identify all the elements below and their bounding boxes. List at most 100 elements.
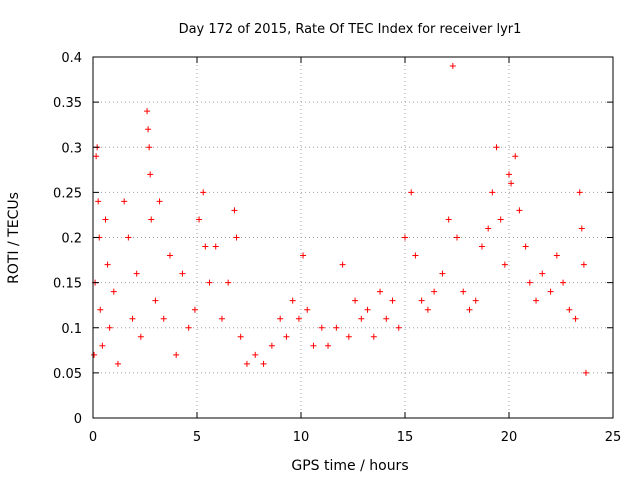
data-point (268, 342, 275, 349)
data-point (102, 216, 109, 223)
data-point (260, 360, 267, 367)
data-point (160, 315, 167, 322)
data-point (412, 252, 419, 259)
data-point (191, 306, 198, 313)
data-point (493, 144, 500, 151)
data-point (449, 63, 456, 70)
data-point (576, 189, 583, 196)
data-point (512, 153, 519, 160)
data-point (439, 270, 446, 277)
data-point (395, 324, 402, 331)
data-point (106, 324, 113, 331)
grid (93, 57, 613, 418)
data-point (539, 270, 546, 277)
data-point (133, 270, 140, 277)
data-point (580, 261, 587, 268)
data-point (339, 261, 346, 268)
data-point (173, 351, 180, 358)
y-tick-label: 0.15 (53, 277, 82, 292)
x-tick-label: 15 (397, 430, 414, 445)
data-point (424, 306, 431, 313)
data-point (454, 234, 460, 241)
data-point (144, 108, 151, 115)
data-point (145, 126, 152, 133)
data-point (95, 198, 102, 205)
data-point (508, 180, 515, 187)
data-point (121, 198, 128, 205)
x-axis-label: GPS time / hours (291, 458, 408, 474)
data-point (206, 279, 213, 286)
axis-ticks (92, 56, 614, 419)
x-tick-label: 25 (605, 430, 622, 445)
data-point (97, 306, 104, 313)
data-point (166, 252, 173, 259)
data-point (572, 315, 579, 322)
data-point (110, 288, 117, 295)
y-tick-label: 0.3 (61, 141, 82, 156)
data-point (114, 360, 121, 367)
data-point (218, 315, 225, 322)
data-point (147, 171, 154, 178)
data-point (408, 189, 415, 196)
y-tick-label: 0.05 (53, 367, 82, 382)
data-point (148, 216, 155, 223)
data-point (300, 252, 307, 259)
data-point (233, 234, 240, 241)
y-tick-label: 0 (74, 412, 82, 427)
data-point (466, 306, 473, 313)
data-point (225, 279, 232, 286)
data-point (582, 369, 589, 376)
data-point (129, 315, 136, 322)
data-point (516, 207, 523, 214)
data-point (522, 243, 529, 250)
data-point (352, 297, 359, 304)
data-point (560, 279, 567, 286)
data-point (460, 288, 467, 295)
data-point (289, 297, 296, 304)
y-axis-label: ROTI / TECUs (6, 192, 22, 284)
data-point (325, 342, 332, 349)
y-tick-label: 0.25 (53, 186, 82, 201)
data-point (578, 225, 585, 232)
data-point (152, 297, 159, 304)
data-point (345, 333, 352, 340)
data-point (333, 324, 340, 331)
data-point (283, 333, 290, 340)
data-point (377, 288, 384, 295)
data-point (402, 234, 408, 241)
y-tick-label: 0.2 (61, 232, 82, 247)
data-point (185, 324, 192, 331)
x-tick-label: 20 (501, 430, 518, 445)
data-point (318, 324, 325, 331)
data-point (358, 315, 365, 322)
data-point (104, 261, 111, 268)
data-point (179, 270, 186, 277)
data-point (93, 153, 100, 160)
data-point (304, 306, 311, 313)
x-tick-label: 5 (193, 430, 201, 445)
y-tick-label: 0.4 (61, 51, 82, 66)
data-point (202, 243, 209, 250)
data-point (91, 351, 98, 358)
data-points (91, 63, 589, 376)
data-point (497, 216, 504, 223)
data-point (526, 279, 533, 286)
data-point (277, 315, 284, 322)
data-point (445, 216, 452, 223)
data-point (506, 171, 512, 178)
data-point (99, 342, 106, 349)
data-point (137, 333, 144, 340)
data-point (489, 189, 496, 196)
data-point (295, 315, 302, 322)
y-tick-labels: 0 0.05 0.1 0.15 0.2 0.25 0.3 0.35 0.4 (53, 51, 82, 427)
y-tick-label: 0.35 (53, 96, 82, 111)
data-point (231, 207, 238, 214)
data-point (364, 306, 371, 313)
data-point (156, 198, 163, 205)
data-point (431, 288, 438, 295)
data-point (125, 234, 132, 241)
x-tick-label: 0 (89, 430, 97, 445)
data-point (566, 306, 573, 313)
data-point (196, 216, 203, 223)
